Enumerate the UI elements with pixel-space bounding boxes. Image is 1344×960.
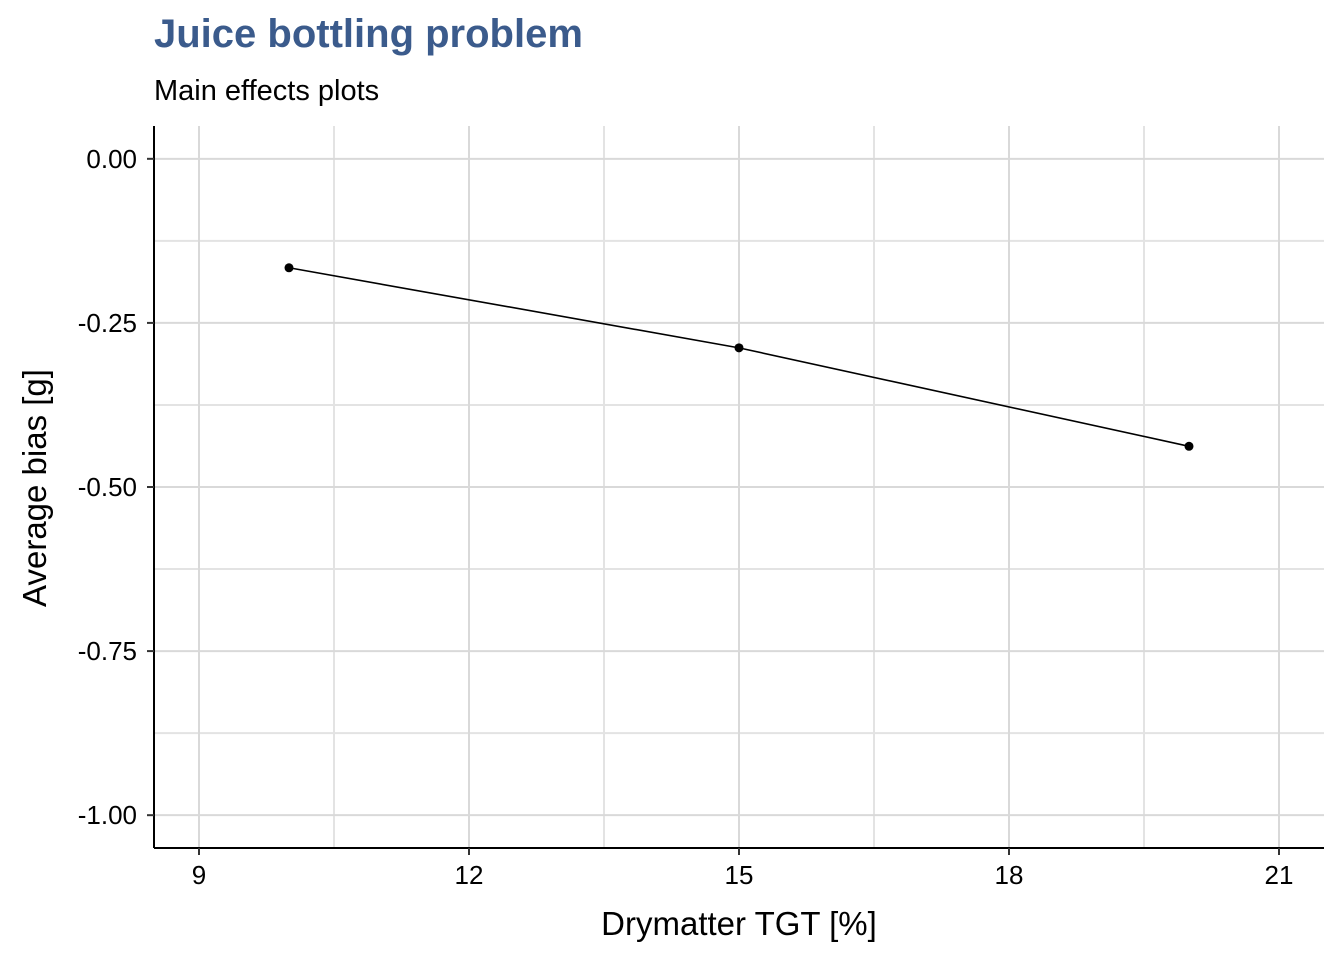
tick-labels: 9 12 15 18 21 0.00 -0.25 -0.50 -0.75 -1.00: [78, 144, 1294, 890]
y-tick-label: -1.00: [78, 800, 137, 830]
x-axis-title: Drymatter TGT [%]: [601, 905, 877, 942]
x-tick-label: 12: [455, 860, 484, 890]
x-tick-label: 21: [1265, 860, 1294, 890]
chart-title: Juice bottling problem: [154, 12, 583, 56]
chart-subtitle: Main effects plots: [154, 75, 380, 107]
grid: [154, 126, 1324, 848]
x-tick-label: 15: [725, 860, 754, 890]
data-point: [734, 343, 744, 353]
data-point: [1184, 441, 1194, 451]
axes: [147, 126, 1324, 855]
data-point: [284, 263, 294, 273]
x-tick-label: 9: [192, 860, 206, 890]
y-tick-label: 0.00: [86, 144, 137, 174]
y-axis-title: Average bias [g]: [16, 369, 53, 607]
y-tick-label: -0.50: [78, 472, 137, 502]
x-tick-label: 18: [995, 860, 1024, 890]
y-tick-label: -0.25: [78, 308, 137, 338]
series: [284, 263, 1194, 451]
y-tick-label: -0.75: [78, 636, 137, 666]
